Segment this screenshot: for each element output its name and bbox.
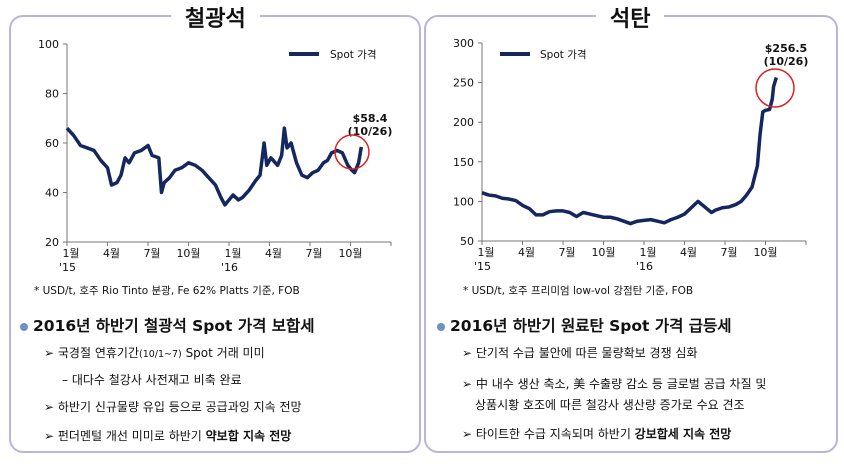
- legend-label: Spot 가격: [540, 48, 587, 61]
- arrow-icon: ➢: [44, 400, 55, 414]
- arrow-icon: ➢: [462, 377, 473, 391]
- x-tick-label: 7월: [720, 246, 737, 259]
- x-tick-label: 7월: [143, 247, 160, 260]
- headline-text: 2016년 하반기 원료탄 Spot 가격 급등세: [450, 317, 732, 335]
- annotation-value: $256.5: [765, 42, 807, 55]
- item-text: – 대다수 철강사 사전재고 비축 완료: [62, 373, 242, 387]
- coal-headline: 2016년 하반기 원료탄 Spot 가격 급등세: [437, 314, 732, 336]
- highlight-circle: [334, 134, 370, 170]
- highlight-circle: [755, 68, 795, 108]
- bullet-icon: [20, 322, 28, 331]
- x-tick-label: 7월: [305, 247, 322, 260]
- item-text: 타이트한 수급 지속되며 하반기: [475, 427, 635, 441]
- item-emphasis: 강보합세 지속 전망: [634, 427, 732, 441]
- coal-panel: 석탄: [424, 1, 838, 453]
- item-text: 상품시황 호조에 따른 철강사 생산량 증가로 수요 견조: [475, 398, 745, 412]
- list-item: ➢ 펀더멘털 개선 미미로 하반기 약보합 지속 전망: [44, 427, 291, 444]
- x-tick-label: 1월: [224, 247, 241, 260]
- x-tick-label: 1월: [639, 246, 656, 259]
- legend-label: Spot 가격: [330, 48, 377, 61]
- x-tick-label: 4월: [680, 246, 697, 259]
- list-item-continued: 상품시황 호조에 따른 철강사 생산량 증가로 수요 견조: [475, 396, 745, 413]
- list-item: ➢ 中 내수 생산 축소, 美 수출량 감소 등 글로벌 공급 차질 및: [462, 375, 766, 392]
- x-year-label: '16: [636, 260, 653, 273]
- x-tick-label: 4월: [265, 247, 282, 260]
- spot-price-line: [65, 126, 364, 207]
- spot-price-line: [481, 76, 778, 226]
- x-tick-label: 10월: [753, 246, 777, 259]
- annotation-date: (10/26): [348, 125, 393, 138]
- coal-note: * USD/t, 호주 프리미엄 low-vol 강점탄 기준, FOB: [463, 285, 694, 297]
- arrow-icon: ➢: [462, 346, 473, 360]
- iron-ore-title: 철광석: [171, 1, 260, 33]
- x-year-label: '16: [221, 261, 238, 274]
- iron-ore-note: * USD/t, 호주 Rio Tinto 분광, Fe 62% Platts …: [34, 285, 300, 297]
- bullet-icon: [437, 322, 445, 331]
- item-text: 단기적 수급 불안에 따른 물량확보 경쟁 심화: [475, 346, 698, 360]
- x-year-label: '15: [59, 261, 76, 274]
- iron-ore-panel: 철광석: [9, 1, 421, 453]
- y-tick-label: 60: [45, 137, 59, 150]
- x-tick-label: 10월: [176, 247, 200, 260]
- item-text: Spot 거래 미미: [181, 346, 265, 360]
- item-text: (10/1~7): [139, 349, 182, 360]
- item-text: 국경절 연휴기간: [57, 346, 139, 360]
- x-tick-label: 1월: [477, 246, 494, 259]
- list-item: ➢ 국경절 연휴기간(10/1~7) Spot 거래 미미: [44, 344, 265, 361]
- arrow-icon: ➢: [462, 427, 473, 441]
- item-text: 中 내수 생산 축소, 美 수출량 감소 등 글로벌 공급 차질 및: [475, 377, 767, 391]
- y-tick-label: 300: [453, 37, 474, 50]
- y-tick-label: 40: [45, 187, 59, 200]
- item-emphasis: 약보합 지속 전망: [205, 429, 292, 443]
- annotation-value: $58.4: [353, 112, 388, 125]
- x-tick-label: 4월: [518, 246, 535, 259]
- item-text: 하반기 신규물량 유입 등으로 공급과잉 지속 전망: [57, 400, 302, 414]
- y-tick-label: 80: [45, 88, 59, 101]
- x-tick-label: 10월: [338, 247, 362, 260]
- coal-title: 석탄: [596, 1, 665, 33]
- iron-ore-headline: 2016년 하반기 철광석 Spot 가격 보합세: [20, 314, 315, 336]
- item-text: 펀더멘털 개선 미미로 하반기: [57, 429, 206, 443]
- x-tick-label: 4월: [103, 247, 120, 260]
- list-item: ➢ 타이트한 수급 지속되며 하반기 강보합세 지속 전망: [462, 425, 731, 442]
- x-tick-label: 7월: [558, 246, 575, 259]
- y-tick-label: 150: [453, 156, 474, 169]
- y-tick-label: 100: [453, 195, 474, 208]
- list-item: ➢ 하반기 신규물량 유입 등으로 공급과잉 지속 전망: [44, 398, 302, 415]
- y-tick-label: 50: [460, 235, 474, 248]
- x-tick-label: 10월: [591, 246, 615, 259]
- arrow-icon: ➢: [44, 346, 55, 360]
- arrow-icon: ➢: [44, 429, 55, 443]
- x-tick-label: 1월: [62, 247, 79, 260]
- y-tick-label: 100: [38, 38, 59, 51]
- x-year-label: '15: [474, 260, 491, 273]
- y-tick-label: 200: [453, 116, 474, 129]
- list-subitem: – 대다수 철강사 사전재고 비축 완료: [62, 371, 242, 388]
- list-item: ➢ 단기적 수급 불안에 따른 물량확보 경쟁 심화: [462, 344, 698, 361]
- annotation-date: (10/26): [764, 55, 809, 68]
- headline-text: 2016년 하반기 철광석 Spot 가격 보합세: [33, 317, 315, 335]
- y-tick-label: 20: [45, 236, 59, 249]
- y-tick-label: 250: [453, 77, 474, 90]
